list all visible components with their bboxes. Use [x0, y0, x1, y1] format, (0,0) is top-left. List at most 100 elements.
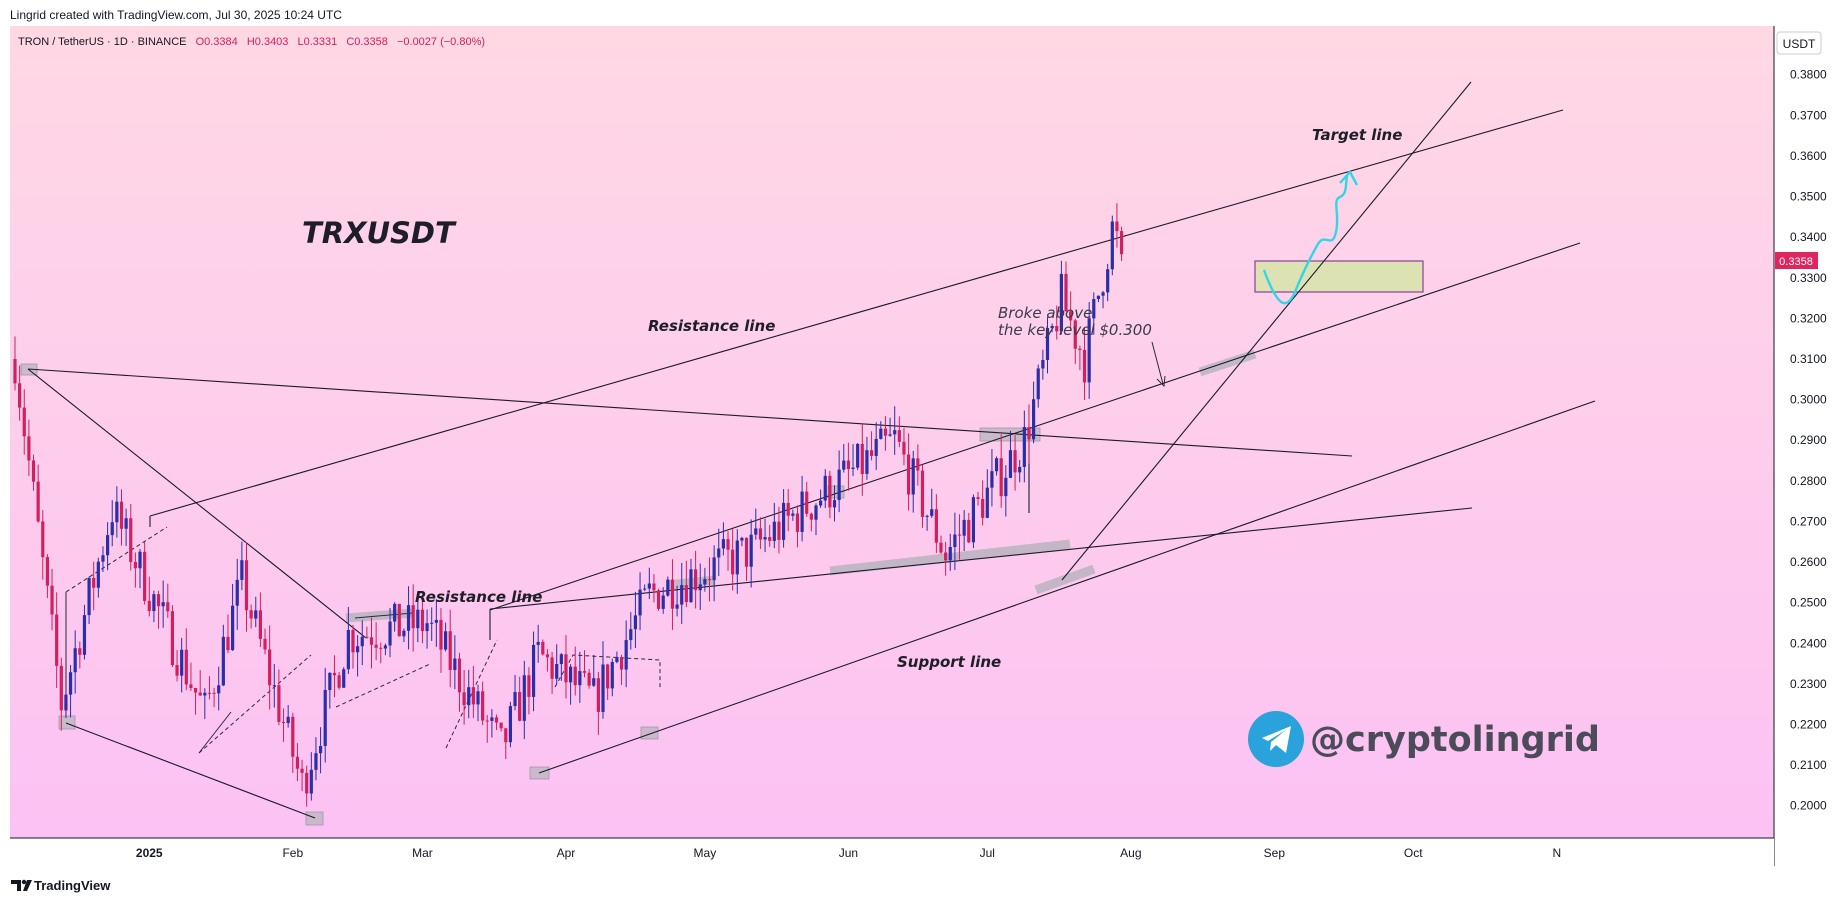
candle[interactable] [175, 650, 179, 682]
candle[interactable] [990, 448, 994, 507]
candle[interactable] [555, 644, 559, 685]
candle[interactable] [856, 443, 860, 471]
candle[interactable] [610, 658, 614, 697]
candle[interactable] [351, 625, 355, 669]
candle[interactable] [615, 651, 619, 664]
candle[interactable] [814, 503, 818, 536]
candle[interactable] [573, 646, 577, 696]
candle[interactable] [777, 506, 781, 554]
candle[interactable] [207, 676, 212, 700]
dashed-line[interactable] [335, 663, 431, 708]
candle[interactable] [1073, 318, 1077, 365]
candle[interactable] [846, 442, 850, 491]
candle[interactable] [318, 727, 323, 774]
candle[interactable] [147, 576, 151, 617]
candle[interactable] [231, 583, 235, 651]
candle[interactable] [166, 583, 170, 618]
candle[interactable] [1036, 364, 1040, 408]
candle[interactable] [1032, 381, 1036, 444]
candle[interactable] [439, 608, 443, 673]
candle[interactable] [152, 590, 156, 623]
candle[interactable] [27, 419, 31, 476]
upper-resistance-line[interactable] [149, 109, 1564, 517]
broke-above-line2[interactable]: the key level $0.300 [998, 321, 1152, 339]
candle[interactable] [106, 522, 110, 571]
candle[interactable] [981, 480, 985, 526]
candle[interactable] [1096, 295, 1101, 303]
candle[interactable] [1069, 291, 1073, 332]
candle[interactable] [629, 612, 633, 650]
candle[interactable] [45, 554, 50, 599]
resistance-label-upper[interactable]: Resistance line [648, 317, 775, 335]
projection-path[interactable] [1262, 170, 1351, 305]
candle[interactable] [550, 651, 554, 694]
candle[interactable] [50, 568, 54, 631]
candle[interactable] [763, 518, 767, 553]
level-highlight[interactable] [1034, 564, 1096, 595]
currency-button[interactable] [1776, 31, 1822, 55]
candle[interactable] [221, 624, 225, 687]
candle[interactable] [508, 701, 513, 748]
candle[interactable] [772, 502, 776, 549]
candle[interactable] [985, 469, 989, 519]
candle[interactable] [402, 628, 406, 643]
candle[interactable] [87, 576, 91, 625]
candle[interactable] [902, 427, 906, 466]
candle[interactable] [518, 676, 522, 722]
candle[interactable] [578, 651, 582, 703]
candle[interactable] [425, 609, 429, 649]
candle[interactable] [805, 481, 809, 517]
candle[interactable] [124, 508, 128, 547]
candle[interactable] [1092, 292, 1096, 335]
candle[interactable] [490, 709, 494, 738]
candle[interactable] [138, 549, 142, 589]
candle[interactable] [374, 622, 378, 661]
candle[interactable] [874, 422, 878, 471]
candle[interactable] [68, 665, 73, 718]
candle[interactable] [406, 586, 411, 650]
candle[interactable] [263, 628, 267, 655]
candle[interactable] [1082, 327, 1087, 400]
candle[interactable] [934, 494, 938, 553]
candle[interactable] [420, 599, 425, 644]
candle[interactable] [791, 509, 795, 521]
candle[interactable] [115, 486, 119, 538]
candle[interactable] [1022, 410, 1026, 483]
candle[interactable] [925, 514, 929, 531]
candle[interactable] [467, 669, 471, 719]
candle[interactable] [809, 512, 813, 532]
candle[interactable] [430, 607, 434, 641]
candle[interactable] [967, 512, 971, 543]
candle[interactable] [666, 576, 670, 597]
candle[interactable] [948, 533, 952, 571]
candle[interactable] [661, 587, 665, 614]
candle[interactable] [888, 417, 892, 437]
candle[interactable] [180, 637, 184, 693]
candle[interactable] [624, 620, 628, 688]
candle[interactable] [397, 603, 401, 637]
candle[interactable] [717, 528, 721, 576]
resistance-label-lower[interactable]: Resistance line [415, 588, 542, 606]
target-label[interactable]: Target line [1312, 126, 1402, 144]
chart-pane[interactable] [10, 26, 1774, 838]
candle[interactable] [754, 508, 758, 540]
candle[interactable] [82, 604, 87, 660]
candle[interactable] [346, 606, 350, 674]
candle[interactable] [735, 529, 739, 594]
candle[interactable] [513, 674, 517, 711]
candle[interactable] [893, 406, 897, 455]
candle[interactable] [592, 654, 596, 688]
candle[interactable] [41, 510, 45, 580]
candle[interactable] [73, 630, 77, 694]
candle[interactable] [860, 423, 864, 496]
candle[interactable] [1078, 345, 1082, 371]
chart-title[interactable]: TRXUSDT [302, 216, 457, 250]
candle[interactable] [309, 752, 313, 801]
candle[interactable] [1106, 263, 1110, 302]
candle[interactable] [569, 664, 573, 705]
candle[interactable] [305, 765, 309, 807]
candle[interactable] [198, 670, 202, 696]
candle[interactable] [712, 545, 716, 602]
candle[interactable] [897, 416, 901, 448]
candle[interactable] [78, 641, 82, 669]
